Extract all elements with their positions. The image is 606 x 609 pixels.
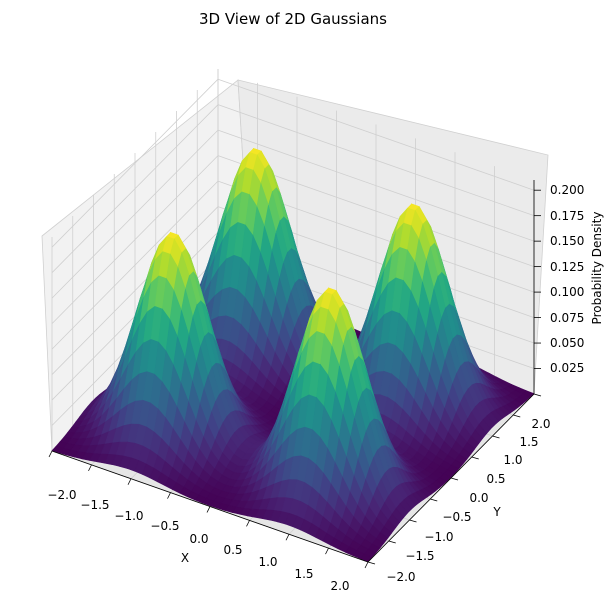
grid-line [51,104,219,273]
grid-line [51,129,219,299]
y-tick-label: −2.0 [386,570,415,584]
y-tick-mark [430,498,438,502]
x-tick-mark [88,464,92,472]
z-axis-label: Probability Density [590,212,604,325]
z-tick-labels: 0.025 0.050 0.075 0.100 0.125 0.150 0.17… [550,183,584,375]
z-tick-label: 0.200 [550,183,584,197]
y-tick-label: 2.0 [531,417,550,431]
grid-line [51,155,219,324]
y-tick-mark [388,540,396,544]
x-tick-label: 1.5 [294,567,313,581]
x-tick-mark [285,534,290,541]
grid-line [217,129,535,242]
z-tick-label: 0.075 [550,311,584,325]
grid-line [51,206,219,375]
y-tick-label: 1.5 [519,435,538,449]
y-tick-mark [409,519,417,523]
y-tick-mark [450,477,459,481]
x-tick-mark [206,506,211,513]
z-tick-label: 0.050 [550,336,584,350]
x-tick-label: 0.5 [223,543,242,557]
x-tick-mark [246,520,250,527]
x-tick-label: 0.0 [189,532,208,546]
y-tick-label: −1.5 [405,549,434,563]
z-tick-label: 0.150 [550,234,584,248]
y-tick-labels: −2.0 −1.5 −1.0 −0.5 0.0 0.5 1.0 1.5 2.0 [386,417,550,584]
grid-line [217,104,535,217]
y-tick-label: −0.5 [442,510,471,524]
x-tick-mark [48,450,53,458]
x-tick-label: −1.0 [114,509,143,523]
x-axis-label: X [181,551,189,565]
surface-mesh [51,147,535,562]
grid-line [217,78,535,191]
axes [48,180,542,569]
x-tick-label: −2.0 [47,488,76,502]
y-tick-label: 1.0 [503,453,522,467]
grid-line [51,180,219,350]
surface-patch [359,553,373,562]
x-tick-label: −0.5 [150,519,179,533]
z-tick-label: 0.100 [550,285,584,299]
z-tick-label: 0.125 [550,260,584,274]
x-tick-mark [325,547,329,555]
y-tick-mark [367,561,376,565]
x-tick-label: 2.0 [330,579,349,593]
y-tick-mark [513,414,521,418]
x-tick-mark [127,478,132,485]
x-tick-mark [364,561,369,569]
grid-line [51,78,219,248]
z-tick-label: 0.025 [550,361,584,375]
y-tick-label: −1.0 [424,530,453,544]
x-tick-mark [167,492,171,499]
x-tick-labels: −2.0 −1.5 −1.0 −0.5 0.0 0.5 1.0 1.5 2.0 [47,488,349,593]
x-tick-label: −1.5 [80,498,109,512]
y-axis-label: Y [492,505,501,519]
y-tick-mark [533,393,542,397]
y-tick-label: 0.0 [469,491,488,505]
z-tick-label: 0.175 [550,209,584,223]
y-tick-label: 0.5 [486,472,505,486]
x-tick-label: 1.0 [258,555,277,569]
y-tick-mark [492,435,500,439]
y-tick-mark [471,456,479,460]
chart-title: 3D View of 2D Gaussians [199,10,387,28]
